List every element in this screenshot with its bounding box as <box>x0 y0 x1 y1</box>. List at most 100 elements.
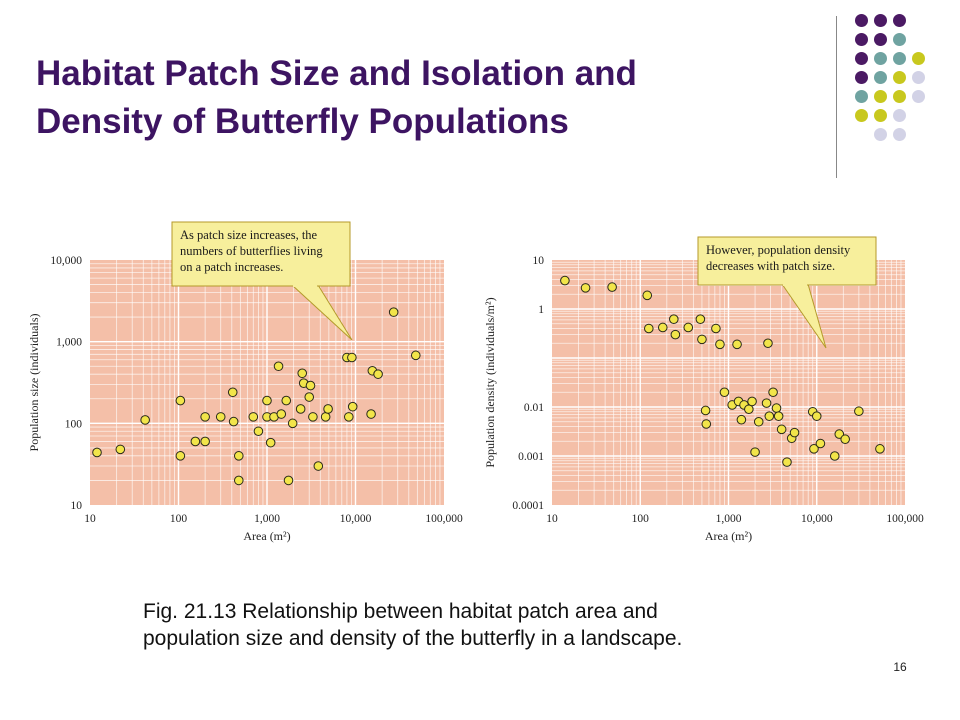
data-point <box>175 395 186 406</box>
decor-dot <box>893 14 906 27</box>
data-point <box>670 329 681 340</box>
data-point <box>701 419 712 429</box>
data-point <box>736 414 747 425</box>
decor-dot <box>874 33 887 46</box>
data-point <box>815 438 826 449</box>
callout-text-line: on a patch increases. <box>180 260 283 274</box>
data-point <box>683 322 694 333</box>
data-point <box>297 368 308 379</box>
data-point <box>744 404 754 415</box>
data-point <box>829 451 840 461</box>
data-point <box>140 415 150 425</box>
data-point <box>642 290 653 301</box>
data-point <box>313 461 324 471</box>
data-point <box>273 361 284 372</box>
y-tick-label: 10,000 <box>50 255 82 267</box>
callout-box <box>697 236 877 286</box>
decor-dot <box>893 71 906 84</box>
data-point <box>697 334 707 345</box>
caption-line: Fig. 21.13 Relationship between habitat … <box>143 600 658 623</box>
data-point <box>320 412 331 422</box>
data-point <box>305 380 316 391</box>
decor-dot <box>893 33 906 46</box>
y-tick-label: 0.01 <box>524 402 544 414</box>
data-point <box>761 398 772 408</box>
callout-text-line: numbers of butterflies living <box>180 244 323 258</box>
data-point <box>233 475 244 486</box>
callout-text-line: However, population density <box>706 243 851 257</box>
data-point <box>308 412 318 422</box>
data-point <box>809 444 819 454</box>
x-tick-label: 1,000 <box>254 513 280 525</box>
data-point <box>281 395 292 406</box>
scatter-chart-1: 10 100 1,000 10,000 100,000 10 100 1,000 10,000 A… <box>27 221 463 543</box>
data-point <box>789 427 800 438</box>
data-point <box>750 447 760 457</box>
data-point <box>763 338 773 349</box>
data-point <box>700 405 711 416</box>
scatter-chart-2: 10 100 1,000 10,000 100,000 0.0001 0.001 0.01 1 1… <box>483 236 924 543</box>
y-tick-label: 10 <box>71 500 83 512</box>
caption-line: population size and density of the butte… <box>143 627 683 650</box>
callout-text-line: As patch size increases, the <box>180 228 318 242</box>
callout-text-line: decreases with patch size. <box>706 259 835 273</box>
data-point <box>644 323 654 334</box>
data-point <box>283 475 294 486</box>
x-axis-label: Area (m²) <box>705 529 752 543</box>
data-point <box>262 395 272 406</box>
slide-title-line: Density of Butterfly Populations <box>36 102 569 141</box>
x-tick-label: 100,000 <box>425 513 463 525</box>
y-axis-label: Population density (individuals/m²) <box>483 297 497 467</box>
data-point <box>776 424 787 435</box>
x-tick-label: 10 <box>84 513 96 525</box>
data-point <box>253 426 264 437</box>
x-tick-label: 100 <box>632 513 650 525</box>
data-point <box>753 416 764 427</box>
decor-dot <box>874 14 887 27</box>
data-point <box>711 323 721 334</box>
data-point <box>854 406 864 417</box>
decor-dot <box>855 14 868 27</box>
data-point <box>265 437 276 448</box>
decor-dot <box>874 90 887 103</box>
decor-dot <box>893 128 906 141</box>
data-point <box>410 350 421 361</box>
x-tick-label: 1,000 <box>716 513 742 525</box>
decor-dot <box>893 109 906 122</box>
data-point <box>607 282 617 292</box>
data-point <box>840 434 850 445</box>
y-tick-label: 0.001 <box>518 451 544 463</box>
data-point <box>276 409 287 419</box>
x-tick-label: 100 <box>170 513 188 525</box>
data-point <box>811 411 822 421</box>
data-point <box>782 457 792 467</box>
data-point <box>175 451 186 461</box>
callout-joint <box>783 283 807 286</box>
data-point <box>233 451 244 461</box>
data-point <box>115 444 126 455</box>
data-point <box>875 444 885 454</box>
decor-dot <box>874 109 887 122</box>
data-point <box>771 403 782 413</box>
data-point <box>773 411 784 421</box>
x-tick-label: 10,000 <box>801 513 833 525</box>
data-point <box>715 339 725 350</box>
y-axis-label: Population size (individuals) <box>27 314 41 452</box>
x-axis-label: Area (m²) <box>243 529 290 543</box>
data-point <box>215 412 226 422</box>
decor-divider <box>836 16 837 178</box>
data-point <box>323 404 333 414</box>
data-point <box>695 314 706 324</box>
data-point <box>92 447 102 458</box>
y-tick-label: 10 <box>533 255 545 267</box>
data-point <box>669 314 679 324</box>
slide-title-line: Habitat Patch Size and Isolation and <box>36 54 637 93</box>
x-tick-label: 100,000 <box>886 513 924 525</box>
decor-dot <box>912 90 925 103</box>
callout-box <box>171 221 351 287</box>
decor-dot <box>912 52 925 65</box>
decor-dot <box>855 71 868 84</box>
callout-joint <box>293 284 317 287</box>
